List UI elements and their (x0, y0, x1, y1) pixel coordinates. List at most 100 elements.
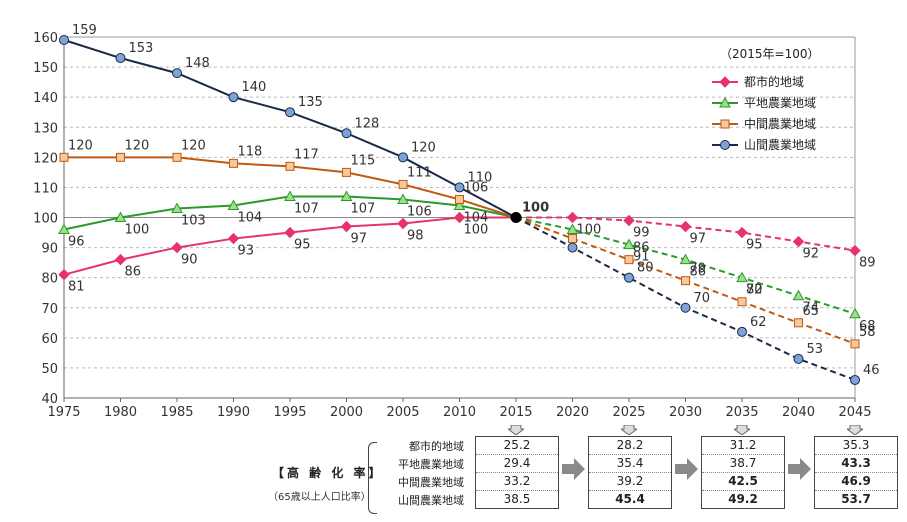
data-point (792, 289, 805, 301)
down-arrow-icon (621, 425, 637, 435)
data-point (340, 220, 353, 233)
aging-value: 35.3 (815, 437, 897, 455)
aging-column-2035: 31.2 38.7 42.5 49.2 (701, 436, 785, 509)
data-point (58, 268, 70, 281)
data-label: 120 (68, 138, 93, 153)
data-point (792, 235, 805, 248)
data-label: 65 (803, 304, 820, 319)
data-label: 107 (294, 201, 319, 216)
aging-value: 33.2 (476, 473, 558, 491)
data-point (284, 226, 296, 239)
data-point (114, 253, 127, 266)
data-label: 111 (407, 165, 432, 180)
data-label: 86 (125, 265, 142, 280)
aging-value: 31.2 (702, 437, 784, 455)
y-tick-label: 130 (33, 121, 58, 136)
data-point (455, 194, 464, 204)
aging-row-label: 都市的地域 (409, 440, 464, 453)
aging-brace (368, 442, 377, 514)
y-tick-label: 160 (33, 31, 58, 46)
data-point (398, 179, 408, 189)
y-tick-label: 40 (41, 392, 58, 407)
y-tick-label: 110 (33, 181, 58, 196)
data-point (737, 297, 747, 307)
data-label: 95 (294, 238, 311, 253)
aging-rate-panel: 【高 齢 化 率】 （65歳以上人口比率） 都市的地域 平地農業地域 中間農業地… (0, 425, 907, 522)
data-point (172, 152, 182, 162)
x-tick-label: 1995 (273, 405, 306, 420)
data-label: 128 (355, 116, 380, 131)
x-tick-label: 2045 (838, 405, 871, 420)
data-label: 72 (746, 283, 763, 298)
x-tick-label: 1990 (217, 405, 250, 420)
data-point (567, 242, 578, 253)
x-tick-label: 2040 (782, 405, 815, 420)
data-point (453, 211, 466, 224)
data-label: 117 (294, 147, 319, 162)
data-label: 115 (351, 153, 376, 168)
data-point (679, 220, 692, 233)
data-point (454, 182, 465, 193)
data-label: 104 (238, 210, 263, 225)
data-point (284, 190, 296, 201)
y-tick-label: 50 (41, 362, 58, 377)
data-point (59, 35, 69, 46)
data-point (624, 272, 634, 283)
data-label: 107 (351, 201, 376, 216)
data-label: 70 (694, 291, 711, 306)
aging-value: 53.7 (841, 492, 871, 506)
arrow-shaft (674, 464, 687, 474)
aging-subtitle: （65歳以上人口比率） (268, 492, 371, 503)
data-label: 120 (181, 138, 206, 153)
data-label: 140 (242, 80, 267, 95)
legend-label: 中間農業地域 (744, 116, 816, 131)
x-tick-label: 1980 (104, 405, 137, 420)
aging-column-2025: 28.2 35.4 39.2 45.4 (588, 436, 672, 509)
data-label: 62 (750, 315, 767, 330)
data-label: 148 (185, 56, 210, 71)
aging-value: 35.4 (589, 455, 671, 473)
x-tick-label: 1985 (160, 405, 193, 420)
arrow-head (573, 458, 585, 480)
x-tick-label: 2030 (669, 405, 702, 420)
data-point (793, 353, 804, 364)
data-label: 86 (690, 265, 707, 280)
legend-label: 山間農業地域 (744, 138, 816, 152)
data-point (679, 253, 692, 265)
data-point (116, 152, 125, 162)
data-label: 98 (407, 229, 424, 244)
data-point (624, 255, 634, 265)
aging-value: 46.9 (815, 473, 897, 491)
aging-row-label: 中間農業地域 (398, 476, 464, 489)
data-label: 79 (690, 262, 707, 277)
x-tick-label: 2000 (330, 405, 363, 420)
legend-base-note: （2015年=100） (720, 47, 820, 61)
data-label: 97 (351, 232, 368, 247)
data-label: 106 (407, 204, 432, 219)
aging-row-label: 平地農業地域 (398, 458, 464, 471)
data-label: 97 (690, 232, 707, 247)
data-point (849, 307, 861, 319)
data-label: 96 (68, 235, 85, 250)
y-tick-label: 90 (41, 242, 58, 257)
data-point (680, 302, 691, 313)
y-tick-label: 80 (41, 272, 58, 287)
data-label: 153 (129, 41, 154, 56)
data-point (398, 152, 408, 163)
legend-marker (719, 76, 731, 88)
arrow-shaft (787, 464, 800, 474)
legend-marker (720, 119, 730, 129)
data-point (340, 190, 353, 201)
x-tick-label: 2015 (499, 405, 532, 420)
aging-value: 42.5 (702, 473, 784, 491)
series-line-projection (515, 216, 856, 381)
data-point (736, 271, 748, 283)
data-label: 68 (859, 319, 876, 334)
data-point (114, 211, 127, 222)
data-point (342, 167, 351, 177)
y-tick-label: 100 (33, 212, 58, 227)
y-tick-label: 120 (33, 151, 58, 166)
x-tick-label: 2010 (443, 405, 476, 420)
down-arrow-shape (847, 425, 863, 435)
data-point (227, 232, 240, 245)
